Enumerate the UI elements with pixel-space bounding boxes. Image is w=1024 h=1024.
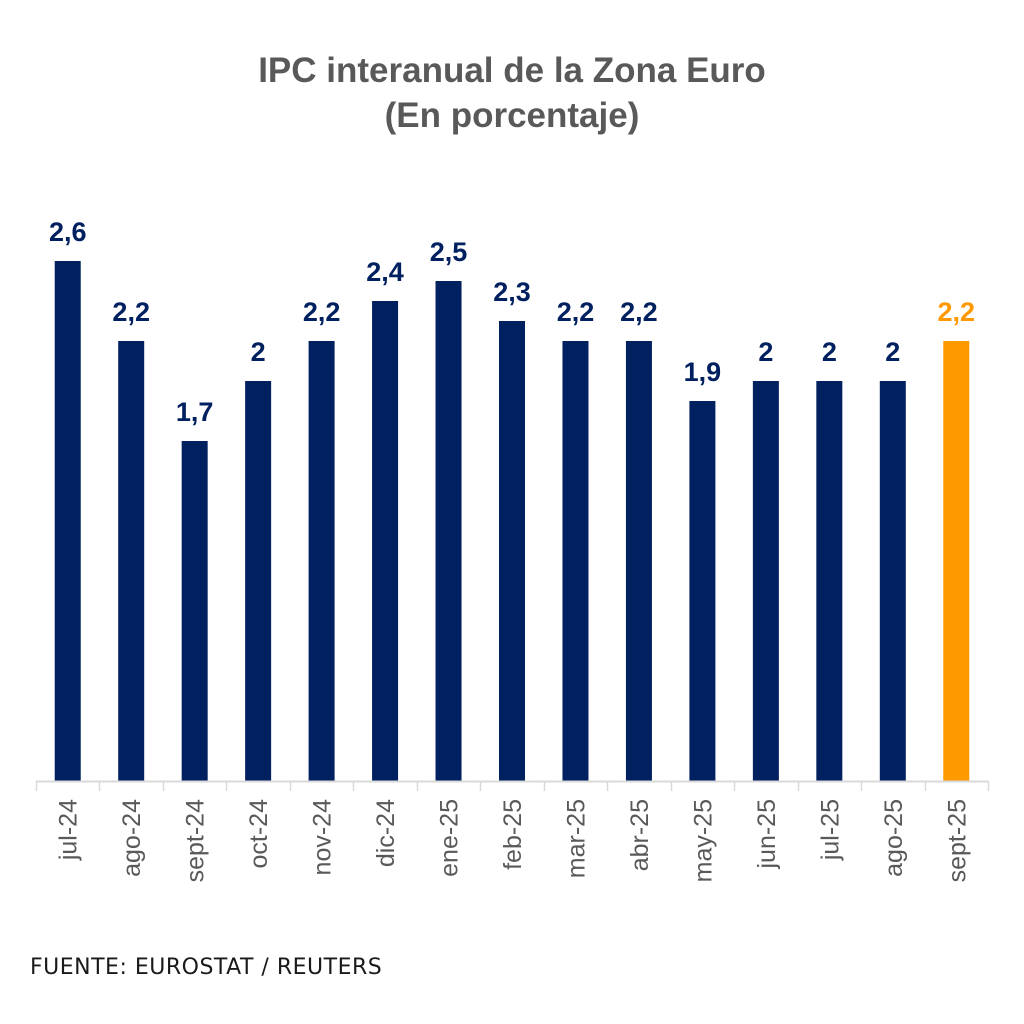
value-label-dic-24: 2,4 <box>366 257 404 287</box>
bar-jun-25 <box>752 381 779 781</box>
x-tick-label-ago-25: ago-25 <box>880 799 908 877</box>
x-tick-label-sept-24: sept-24 <box>182 799 210 882</box>
value-label-mar-25: 2,2 <box>557 297 595 327</box>
x-tick-labels-group: jul-24 ago-24 sept-24 oct-24 nov-24 dic-24 ene… <box>55 799 972 882</box>
bars-group <box>54 261 970 781</box>
x-tick-label-may-25: may-25 <box>689 799 717 882</box>
bar-ago-24 <box>118 341 145 781</box>
source-note: FUENTE: EUROSTAT / REUTERS <box>30 955 383 980</box>
value-label-nov-24: 2,2 <box>303 297 341 327</box>
x-tick-label-jul-24: jul-24 <box>55 799 83 861</box>
bar-mar-25 <box>562 341 589 781</box>
value-label-jul-25: 2 <box>822 337 837 367</box>
chart-subtitle: (En porcentaje) <box>384 96 640 135</box>
value-label-ago-24: 2,2 <box>112 297 150 327</box>
bar-ago-25 <box>879 381 906 781</box>
value-label-may-25: 1,9 <box>684 357 722 387</box>
value-label-sept-24: 1,7 <box>176 397 214 427</box>
bar-may-25 <box>689 401 716 781</box>
bar-sept-24 <box>181 441 208 781</box>
value-label-oct-24: 2 <box>251 337 266 367</box>
bar-abr-25 <box>625 341 652 781</box>
bar-jul-25 <box>816 381 843 781</box>
bar-oct-24 <box>245 381 272 781</box>
bar-feb-25 <box>499 321 525 781</box>
x-tick-label-feb-25: feb-25 <box>499 799 527 870</box>
bar-jul-24 <box>54 261 81 781</box>
x-tick-label-ago-24: ago-24 <box>118 799 146 877</box>
value-label-ago-25: 2 <box>885 337 900 367</box>
chart-title: IPC interanual de la Zona Euro <box>258 51 766 90</box>
x-axis <box>35 780 990 791</box>
value-label-feb-25: 2,3 <box>493 277 531 307</box>
bar-ene-25 <box>435 281 462 781</box>
value-label-ene-25: 2,5 <box>430 237 468 267</box>
bar-dic-24 <box>372 301 399 781</box>
x-tick-label-sept-25: sept-25 <box>943 799 971 882</box>
value-labels-group: 2,6 2,2 1,7 2 2,2 2,4 2,5 2,3 2,2 2,2 1,9 2 2 2 2,2 <box>49 217 975 427</box>
value-label-jul-24: 2,6 <box>49 217 87 247</box>
value-label-jun-25: 2 <box>758 337 773 367</box>
x-tick-label-mar-25: mar-25 <box>562 799 590 878</box>
x-tick-label-oct-24: oct-24 <box>245 799 273 869</box>
bar-nov-24 <box>308 341 335 781</box>
x-tick-label-dic-24: dic-24 <box>372 799 400 867</box>
x-tick-label-nov-24: nov-24 <box>309 799 337 876</box>
x-tick-label-jul-25: jul-25 <box>816 799 844 861</box>
value-label-abr-25: 2,2 <box>620 297 658 327</box>
x-tick-label-ene-25: ene-25 <box>436 799 464 877</box>
x-tick-label-jun-25: jun-25 <box>753 799 781 870</box>
value-label-sept-25: 2,2 <box>937 297 975 327</box>
x-tick-label-abr-25: abr-25 <box>626 799 654 871</box>
bar-sept-25 <box>943 341 970 781</box>
